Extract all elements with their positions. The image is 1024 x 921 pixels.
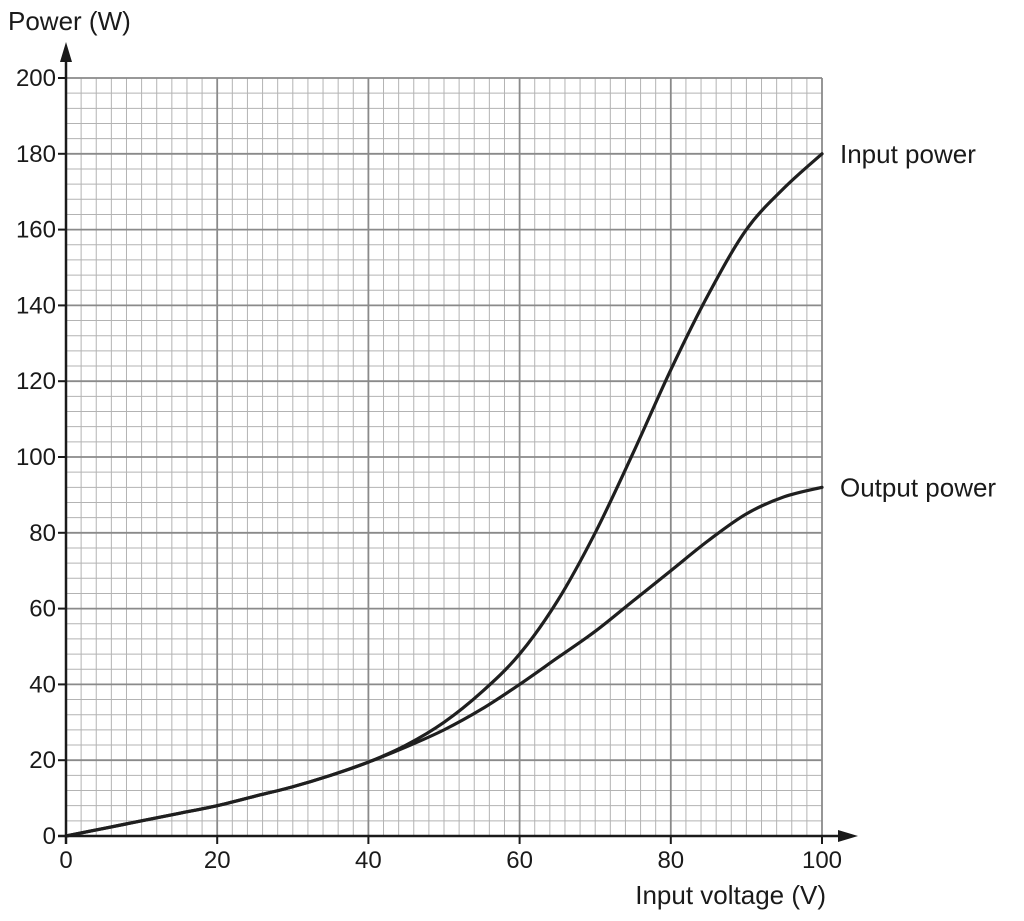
x-tick-label: 0: [59, 847, 72, 874]
y-tick-label: 0: [43, 823, 56, 850]
series-labels: Input power Output power: [840, 139, 996, 503]
x-tick-label: 20: [204, 847, 231, 874]
tick-labels: 0 20 40 60 80 100 0 20 40 60 80 100 120 140 160 180 200: [16, 65, 842, 874]
y-tick-label: 80: [29, 520, 56, 547]
y-axis-title: Power (W): [8, 6, 131, 36]
y-tick-label: 20: [29, 747, 56, 774]
x-axis-title: Input voltage (V): [635, 880, 826, 910]
output-power-line: [64, 485, 824, 838]
y-tick-label: 60: [29, 596, 56, 623]
y-tick-label: 200: [16, 65, 56, 92]
x-tick-label: 100: [802, 847, 842, 874]
y-tick-label: 100: [16, 444, 56, 471]
input-power-label: Input power: [840, 139, 976, 169]
y-tick-label: 120: [16, 368, 56, 395]
axes: [58, 42, 858, 844]
y-tick-label: 40: [29, 671, 56, 698]
x-tick-label: 80: [657, 847, 684, 874]
y-axis-arrow: [60, 42, 72, 62]
y-tick-label: 140: [16, 292, 56, 319]
x-tick-label: 40: [355, 847, 382, 874]
output-power-label: Output power: [840, 472, 996, 502]
y-tick-label: 180: [16, 141, 56, 168]
x-axis-arrow: [838, 830, 858, 842]
series-layer: [64, 152, 824, 838]
x-tick-label: 60: [506, 847, 533, 874]
y-tick-label: 160: [16, 217, 56, 244]
